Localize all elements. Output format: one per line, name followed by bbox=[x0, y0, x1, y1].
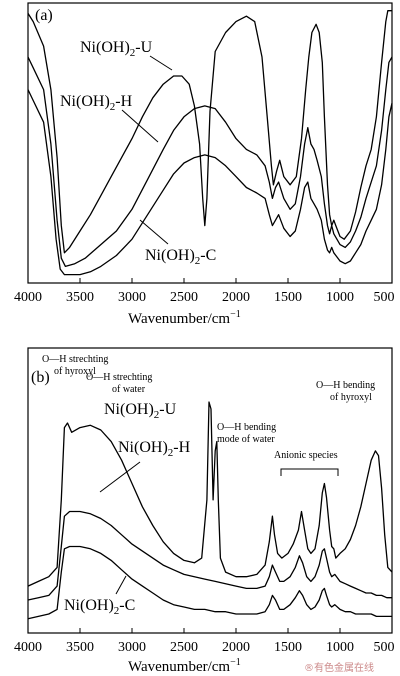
annotation-oh-bend-hydroxyl-line2: of hyroxyl bbox=[330, 392, 372, 403]
panel-b-curves bbox=[27, 401, 393, 620]
panel-b-x-tick-label-3500: 3500 bbox=[66, 640, 94, 655]
panel-b-series-label-u: Ni(OH)2-U bbox=[104, 401, 177, 421]
panel-b-x-tick-label-500: 500 bbox=[374, 640, 395, 655]
panel-a-x-tick-label-3500: 3500 bbox=[66, 290, 94, 305]
panel-a-leader-h bbox=[121, 109, 159, 143]
panel-b-leader-c bbox=[115, 575, 127, 595]
panel-a-x-axis-label-text: Wavenumber/cm bbox=[128, 311, 230, 327]
panel-a-frame bbox=[27, 2, 393, 284]
panel-a-x-axis-label-sup: −1 bbox=[230, 309, 241, 320]
panel-b-x-axis-label-sup: −1 bbox=[230, 657, 241, 668]
panel-a-x-tick-label-2500: 2500 bbox=[170, 290, 198, 305]
panel-b-x-tick-label-2000: 2000 bbox=[222, 640, 250, 655]
panel-b-x-ticks: 4000 3500 3000 2500 2000 1500 1000 500 bbox=[14, 628, 395, 655]
panel-b-series-line-c bbox=[27, 545, 392, 620]
panel-b-leader-h bbox=[99, 461, 141, 493]
panel-b-x-tick-label-3000: 3000 bbox=[118, 640, 146, 655]
watermark: ®有色金属在线 bbox=[304, 661, 374, 674]
panel-a-leader-u bbox=[149, 55, 173, 71]
panel-a-x-ticks: 4000 3500 3000 2500 2000 1500 1000 500 bbox=[14, 278, 395, 305]
annotation-oh-bend-hydroxyl-line1: O—H bending bbox=[316, 380, 375, 391]
panel-a-x-tick-label-1000: 1000 bbox=[326, 290, 354, 305]
panel-b-x-axis-label: Wavenumber/cm−1 bbox=[128, 657, 241, 675]
panel-a-curves bbox=[27, 10, 393, 276]
panel-a-x-tick-label-500: 500 bbox=[374, 290, 395, 305]
panel-a-series-line-u bbox=[27, 10, 392, 254]
panel-b-x-tick-label-2500: 2500 bbox=[170, 640, 198, 655]
panel-a-leader-c bbox=[139, 219, 169, 245]
panel-b-x-axis-label-text: Wavenumber/cm bbox=[128, 659, 230, 675]
panel-a-x-tick-label-1500: 1500 bbox=[274, 290, 302, 305]
annotation-oh-bend-water-line2: mode of water bbox=[217, 434, 275, 445]
annotation-oh-stretch-water-line2: of water bbox=[112, 384, 146, 395]
panel-b-x-tick-label-4000: 4000 bbox=[14, 640, 42, 655]
panel-a-series-label-c: Ni(OH)2-C bbox=[145, 247, 216, 267]
annotation-anionic-bracket bbox=[280, 468, 339, 476]
panel-a-label: (a) bbox=[35, 7, 53, 24]
panel-a: (a) 4000 3500 3000 2500 2000 1500 1000 500 Ni(O… bbox=[14, 2, 395, 327]
panel-a-x-tick-label-3000: 3000 bbox=[118, 290, 146, 305]
panel-b-label: (b) bbox=[31, 369, 50, 386]
annotation-oh-stretch-water-line1: O—H strechting bbox=[86, 372, 152, 383]
panel-a-x-axis-label: Wavenumber/cm−1 bbox=[128, 309, 241, 327]
panel-a-x-tick-label-4000: 4000 bbox=[14, 290, 42, 305]
panel-b-series-label-h: Ni(OH)2-H bbox=[118, 439, 191, 459]
panel-a-series-label-u: Ni(OH)2-U bbox=[80, 39, 153, 59]
panel-b-series-line-h bbox=[27, 510, 392, 601]
panel-b-frame bbox=[27, 347, 393, 634]
panel-a-series-line-c bbox=[27, 89, 393, 276]
annotation-oh-stretch-hydroxyl-line2: of hyroxyl bbox=[54, 366, 96, 377]
panel-a-series-label-h: Ni(OH)2-H bbox=[60, 93, 133, 113]
panel-a-series-line-h bbox=[27, 56, 393, 268]
panel-b-series-line-u bbox=[27, 401, 393, 587]
annotation-oh-stretch-hydroxyl-line1: O—H strechting bbox=[42, 354, 108, 365]
panel-a-x-tick-label-2000: 2000 bbox=[222, 290, 250, 305]
annotation-anionic-species: Anionic species bbox=[274, 450, 338, 461]
panel-b-x-tick-label-1500: 1500 bbox=[274, 640, 302, 655]
panel-b-series-label-c: Ni(OH)2-C bbox=[64, 597, 135, 617]
panel-b: (b) 4000 3500 3000 2500 2000 1500 1000 500 O—H … bbox=[14, 347, 395, 675]
annotation-oh-bend-water-line1: O—H bending bbox=[217, 422, 276, 433]
panel-b-x-tick-label-1000: 1000 bbox=[326, 640, 354, 655]
